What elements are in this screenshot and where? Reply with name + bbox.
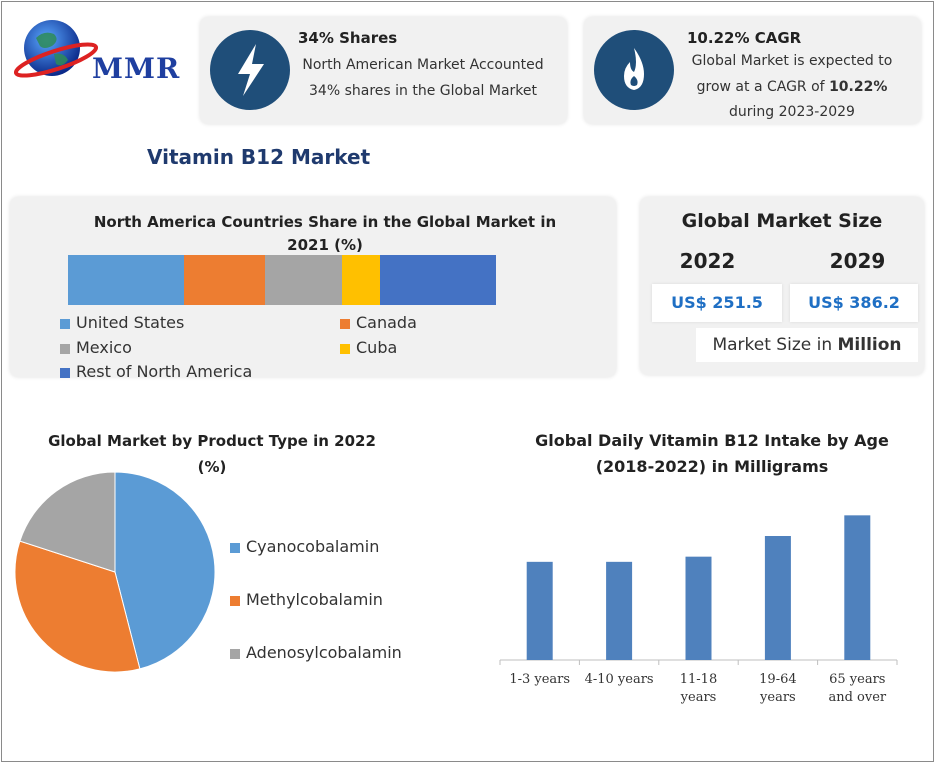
legend-label: Adenosylcobalamin — [246, 643, 402, 662]
x-tick-label: 1-3 years — [509, 672, 570, 687]
stat-card-shares: 34% Shares North American Market Account… — [200, 17, 567, 124]
stacked-segment-cuba — [341, 255, 381, 305]
pie-chart — [14, 471, 216, 673]
stacked-legend: United States Canada Mexico Cuba Rest of… — [60, 313, 600, 383]
x-tick-label: years — [759, 690, 796, 705]
stat-card-line: 34% shares in the Global Market — [309, 83, 537, 99]
market-size-unit-bold: Million — [837, 335, 902, 355]
market-size-value-2022: US$ 251.5 — [652, 284, 782, 322]
x-tick-label: 4-10 years — [585, 672, 654, 687]
bar — [606, 561, 633, 660]
stat-card-title: 34% Shares — [298, 29, 398, 47]
x-tick-label: years — [680, 690, 717, 705]
pie-slice-adenosylcobalamin — [19, 471, 116, 573]
bar — [526, 561, 553, 660]
legend-item: Canada — [340, 313, 417, 332]
stat-card-line: Global Market is expected to — [691, 53, 893, 69]
stat-card-line: North American Market Accounted — [302, 57, 544, 73]
flame-icon — [594, 30, 674, 110]
intake-bar-chart: 1-3 years 4-10 years 11-18 years 19-64 years 6… — [499, 515, 898, 705]
pie-chart-title-line: Global Market by Product Type in 2022 — [48, 432, 376, 450]
pie-slice-methylcobalamin — [14, 540, 141, 673]
market-size-year: 2022 — [679, 249, 736, 273]
page-title: Vitamin B12 Market — [147, 145, 371, 169]
stacked-segment-united-states — [68, 255, 184, 305]
market-size-year: 2029 — [829, 249, 886, 273]
legend-item: United States — [60, 313, 184, 332]
stat-card-cagr: 10.22% CAGR Global Market is expected to… — [584, 17, 921, 124]
lightning-icon — [210, 30, 290, 110]
stat-card-cagr-value: 10.22% — [829, 79, 888, 95]
legend-label: Rest of North America — [76, 362, 253, 381]
market-size-value-2029: US$ 386.2 — [790, 284, 918, 322]
pie-chart-title-line: (%) — [197, 458, 227, 476]
bar-chart-title-line: Global Daily Vitamin B12 Intake by Age — [535, 431, 889, 450]
stacked-chart-title: North America Countries Share in the Glo… — [93, 213, 557, 254]
legend-item: Adenosylcobalamin — [230, 643, 402, 662]
bar — [685, 556, 712, 660]
bar — [764, 536, 791, 660]
x-tick-label: 19-64 — [759, 672, 796, 687]
legend-label: Mexico — [76, 338, 132, 357]
x-tick-label: and over — [828, 690, 886, 705]
legend-item: Cyanocobalamin — [230, 537, 379, 556]
pie-chart-title: Global Market by Product Type in 2022 (%… — [22, 428, 402, 480]
logo-text: MMR — [92, 52, 181, 85]
globe-icon — [13, 20, 99, 78]
stacked-segment-mexico — [264, 255, 342, 305]
legend-label: Cyanocobalamin — [246, 537, 380, 556]
legend-label: Methylcobalamin — [246, 590, 383, 609]
x-tick-label: 65 years — [829, 672, 885, 687]
market-size-card: Global Market Size 2022 2029 US$ 251.5 U… — [640, 197, 924, 375]
pie-slice-cyanocobalamin — [114, 471, 216, 670]
north-america-share-card: North America Countries Share in the Glo… — [10, 197, 616, 381]
legend-label: Cuba — [356, 338, 398, 357]
legend-item: Mexico — [60, 338, 132, 357]
market-size-title: Global Market Size — [681, 210, 883, 232]
bar-chart-title-line: (2018-2022) in Milligrams — [595, 457, 829, 476]
logo: MMR — [13, 16, 194, 86]
market-size-unit-text: Market Size in — [712, 335, 838, 355]
legend-item: Cuba — [340, 338, 397, 357]
bar-chart-title: Global Daily Vitamin B12 Intake by Age (… — [502, 428, 922, 480]
stat-card-title: 10.22% CAGR — [687, 29, 802, 47]
legend-item: Methylcobalamin — [230, 590, 383, 609]
stacked-segment-rest-of-north-america — [380, 255, 496, 305]
stat-card-line-text: grow at a CAGR of — [696, 79, 830, 95]
bar — [844, 515, 871, 660]
stat-card-line: during 2023-2029 — [729, 104, 855, 120]
legend-item: Rest of North America — [60, 362, 252, 381]
x-tick-label: 11-18 — [680, 672, 717, 687]
stacked-segment-canada — [183, 255, 265, 305]
market-size-unit: Market Size in Million — [696, 328, 918, 362]
legend-label: United States — [76, 313, 185, 332]
stacked-bar — [68, 255, 496, 305]
stat-card-line: grow at a CAGR of 10.22% — [672, 79, 912, 95]
legend-label: Canada — [356, 313, 417, 332]
